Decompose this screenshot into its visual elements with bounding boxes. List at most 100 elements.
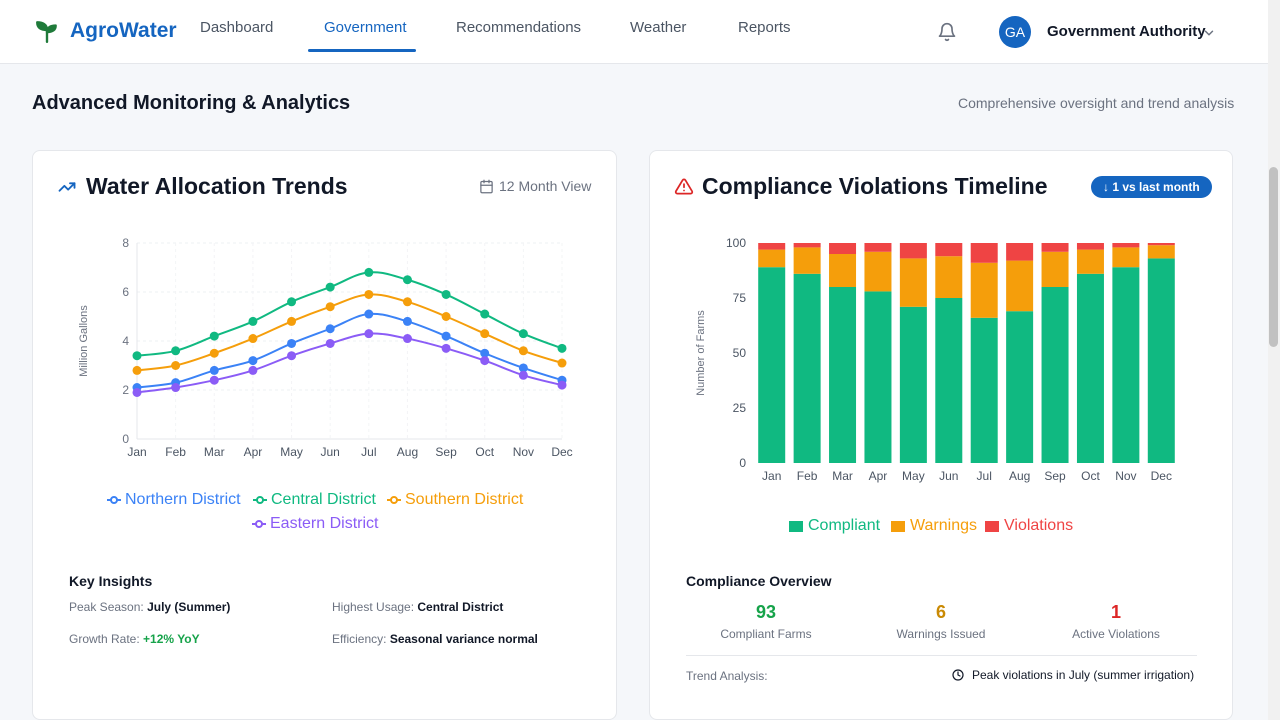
data-point [441,343,451,353]
y-tick-label: 0 [122,432,129,446]
data-point [171,361,181,370]
insight-label: Growth Rate: [69,632,140,646]
data-point [480,348,490,358]
insight-highest-usage: Highest Usage: Central District [332,600,503,614]
data-point [287,316,297,326]
legend-marker [789,520,803,532]
x-tick-label: Jun [321,445,340,459]
legend-warnings[interactable]: Warnings [891,517,977,535]
legend-compliant[interactable]: Compliant [789,517,880,535]
nav-government[interactable]: Government [324,19,407,36]
y-axis-title: Number of Farms [695,310,707,396]
user-avatar[interactable]: GA [999,16,1031,48]
data-point [402,297,412,307]
chevron-down-icon[interactable] [1202,26,1216,40]
data-point [402,334,412,344]
x-tick-label: Jun [939,469,958,483]
insight-value: Central District [417,600,504,614]
bar-segment [1076,249,1104,274]
bar-segment [899,258,927,307]
bar-segment [793,247,821,274]
legend-marker [387,496,401,504]
data-point [480,309,490,319]
y-axis-title: Million Gallons [78,305,90,377]
y-tick-label: 2 [122,383,129,397]
twelve-month-view-button[interactable]: 12 Month View [479,178,591,194]
compliance-stacked-bar-chart: 0 25 50 75 100 Number of Farms Jan Feb Mar Apr May… [695,236,1175,483]
water-allocation-card: Water Allocation Trends 12 Month View 0 2… [32,150,617,720]
bar-segment [1112,247,1140,268]
nav-recommendations[interactable]: Recommendations [456,19,582,36]
compliance-overview-title: Compliance Overview [686,573,832,589]
bar-segment [1006,311,1034,463]
x-tick-label: Dec [1151,469,1172,483]
bar-segment [899,243,927,259]
page-scrollbar-thumb[interactable] [1269,167,1278,347]
insight-label: Peak Season: [69,600,144,614]
calendar-icon [480,179,493,193]
legend-northern-district[interactable]: Northern District [107,491,241,509]
app-name: AgroWater [70,19,177,42]
bar-segment [793,243,821,248]
nav-weather[interactable]: Weather [630,19,687,36]
stat-active-violations: 1 Active Violations [1041,602,1191,641]
bar-segment [864,243,892,252]
x-tick-label: Feb [165,445,186,459]
bar-segment [899,306,927,463]
data-point [287,338,297,348]
legend-violations[interactable]: Violations [985,517,1073,535]
legend-label: Warnings [910,517,977,534]
legend-southern-district[interactable]: Southern District [387,491,523,509]
data-point [209,365,219,375]
y-tick-label: 25 [733,401,747,415]
nav-dashboard[interactable]: Dashboard [200,19,274,36]
data-point [480,329,490,339]
x-tick-label: Oct [1081,469,1100,483]
legend-marker [252,520,266,528]
x-tick-label: Aug [1009,469,1030,483]
x-tick-label: Oct [475,445,494,459]
legend-central-district[interactable]: Central District [253,491,376,509]
x-tick-label: Mar [204,445,225,459]
x-tick-label: Mar [832,469,853,483]
data-point [518,346,528,356]
insight-value: July (Summer) [147,600,231,614]
water-allocation-line-chart: 0 2 4 6 8 Jan Feb Mar Apr May Jun Jul Aug Sep Oct Nov De… [78,236,573,459]
clock-icon [952,669,964,681]
nav-reports[interactable]: Reports [738,19,791,36]
trend-analysis-label: Trend Analysis: [686,669,768,683]
data-point [441,331,451,341]
insight-efficiency: Efficiency: Seasonal variance normal [332,632,538,646]
bar-segment [864,251,892,292]
x-tick-label: Nov [513,445,534,459]
bar-segment [970,243,998,263]
stat-label: Active Violations [1072,627,1160,641]
water-allocation-title: Water Allocation Trends [86,173,348,199]
bar-segment [758,243,786,250]
y-tick-label: 100 [726,236,746,250]
legend-eastern-district[interactable]: Eastern District [252,515,378,533]
data-point [132,387,142,397]
insight-value: Seasonal variance normal [389,632,538,646]
stat-value: 93 [755,602,777,622]
page-scrollbar-track[interactable] [1268,0,1280,720]
x-tick-label: Jul [977,469,992,483]
legend-marker [107,496,121,504]
x-tick-label: May [280,445,303,459]
sprout-icon [36,21,57,44]
data-point [171,346,181,356]
page-subtitle: Comprehensive oversight and trend analys… [958,95,1235,111]
stat-label: Warnings Issued [896,627,986,641]
data-point [557,358,567,368]
data-point [325,282,335,292]
bar-segment [970,262,998,318]
data-point [518,363,528,373]
stat-label: Compliant Farms [720,627,812,641]
bar-segment [1076,273,1104,463]
user-name[interactable]: Government Authority [1047,23,1206,40]
bar-segment [1041,251,1069,287]
brand-logo[interactable]: AgroWater [34,18,177,44]
bell-icon[interactable] [937,22,957,42]
y-tick-label: 0 [739,456,746,470]
bar-segment [864,291,892,463]
